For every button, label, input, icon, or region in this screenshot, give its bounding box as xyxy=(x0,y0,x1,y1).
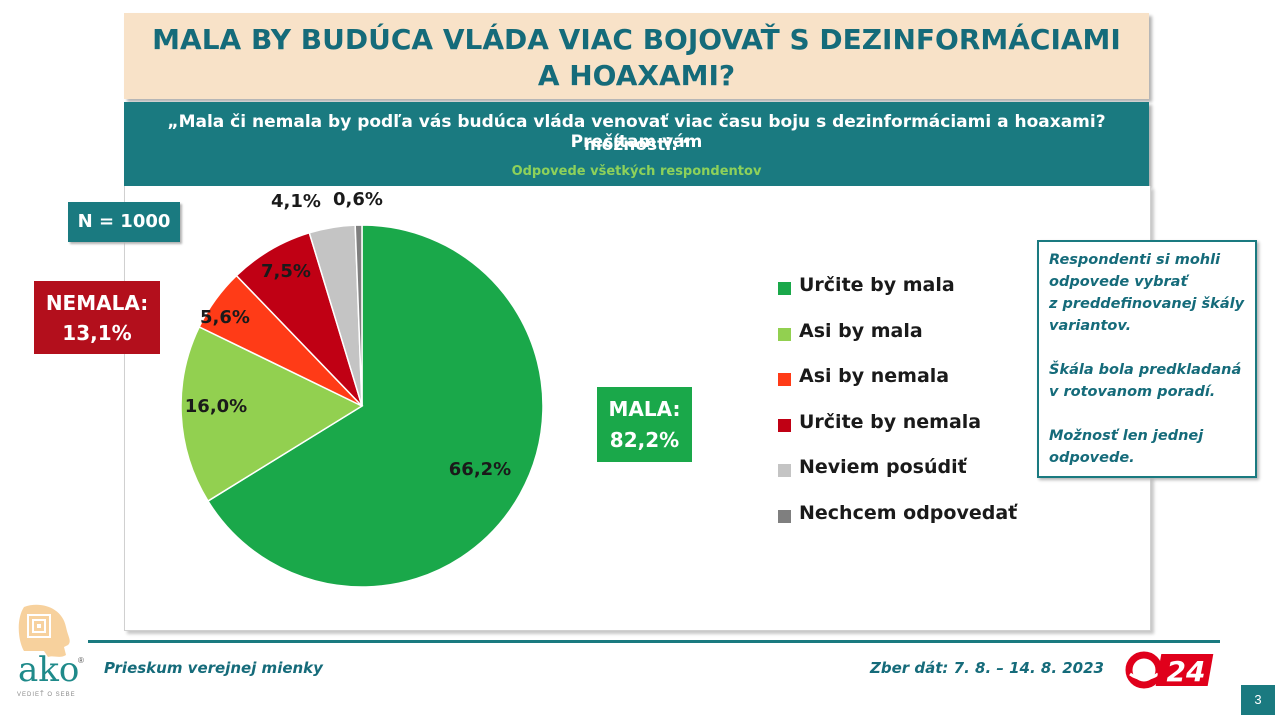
legend-label: Určite by nemala xyxy=(799,410,982,433)
ako-logo-text: ako xyxy=(18,650,80,690)
legend-swatch xyxy=(778,464,791,477)
pie-data-label-3: 5,6% xyxy=(200,307,250,328)
pie-slice-6 xyxy=(354,224,363,407)
pie-data-label-1: 66,2% xyxy=(449,459,511,480)
pie-data-label-5: 4,1% xyxy=(271,191,321,212)
nemala-value: 13,1% xyxy=(62,321,132,345)
pie-slice-2 xyxy=(180,325,364,503)
sample-size-badge: N = 1000 xyxy=(68,202,180,242)
legend-label: Asi by mala xyxy=(799,319,923,342)
pie-slice-1 xyxy=(206,224,544,588)
pie-data-label-2: 16,0% xyxy=(185,396,247,417)
legend-swatch xyxy=(778,509,791,523)
legend-swatch xyxy=(778,327,791,341)
legend-swatch xyxy=(778,282,791,295)
note-paragraph-1: Respondenti si mohli odpovede vybrať z p… xyxy=(1049,252,1245,334)
legend-swatch xyxy=(778,373,791,386)
title-banner: MALA BY BUDÚCA VLÁDA VIAC BOJOVAŤ S DEZI… xyxy=(124,13,1149,99)
page-number: 3 xyxy=(1241,685,1275,715)
legend-label: Asi by nemala xyxy=(799,365,950,387)
note-paragraph-3: Možnosť len jednej odpovede. xyxy=(1049,428,1204,466)
methodology-note: Respondenti si mohli odpovede vybrať z p… xyxy=(1037,240,1257,478)
footer-divider xyxy=(88,640,1220,643)
footer-survey-label: Prieskum verejnej mienky xyxy=(104,659,323,677)
footer-date-range: Zber dát: 7. 8. – 14. 8. 2023 xyxy=(870,659,1104,677)
legend-label: Neviem posúdiť xyxy=(799,456,967,478)
question-line-2: možnosti:“ xyxy=(583,135,690,155)
tv-24-logo-icon: 24 xyxy=(1125,651,1214,689)
nemala-label: NEMALA: xyxy=(45,291,149,315)
ako-logo-icon xyxy=(18,604,70,657)
pie-data-label-6: 0,6% xyxy=(333,189,383,210)
legend-label: Nechcem odpovedať xyxy=(799,501,1018,524)
mala-summary-box: MALA: 82,2% xyxy=(597,387,692,462)
pie-data-label-4: 7,5% xyxy=(261,261,311,282)
legend-label: Určite by mala xyxy=(799,274,955,296)
mala-value: 82,2% xyxy=(609,428,680,452)
page-title-line-1: MALA BY BUDÚCA VLÁDA VIAC BOJOVAŤ S DEZI… xyxy=(152,23,1121,56)
ako-logo-registered: ® xyxy=(78,656,84,665)
note-paragraph-2: Škála bola predkladaná v rotovanom porad… xyxy=(1049,362,1242,400)
nemala-summary-box: NEMALA: 13,1% xyxy=(34,281,160,354)
mala-label: MALA: xyxy=(608,397,681,421)
tv-logo-number: 24 xyxy=(1167,655,1206,688)
question-banner: „Mala či nemala by podľa vás budúca vlád… xyxy=(124,102,1149,186)
question-subtitle: Odpovede všetkých respondentov xyxy=(511,164,762,179)
question-line-1: „Mala či nemala by podľa vás budúca vlád… xyxy=(167,112,1106,152)
page-title-line-2: A HOAXAMI? xyxy=(537,59,736,92)
ako-logo-tagline: VEDIEŤ O SEBE xyxy=(17,692,76,698)
legend-swatch xyxy=(778,418,791,432)
